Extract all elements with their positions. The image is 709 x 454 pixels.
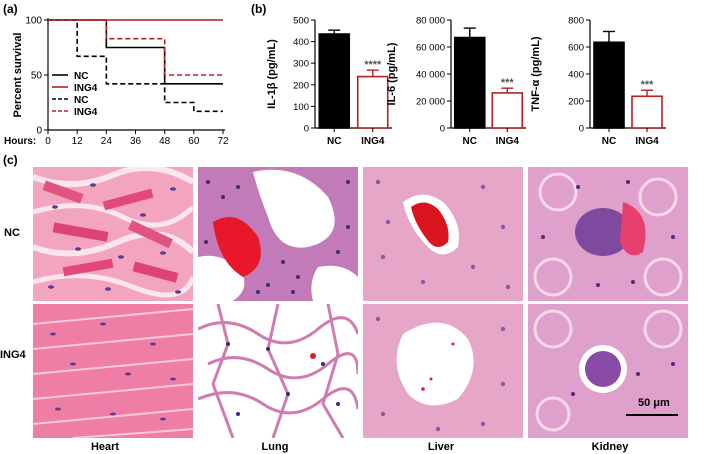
y-tick-label: 40 000 xyxy=(416,70,445,81)
y-tick-label: 50 xyxy=(31,71,43,82)
survival-series-line-2 xyxy=(48,19,223,113)
y-tick-label: 0 xyxy=(440,124,445,135)
x-tick-label: 60 xyxy=(188,136,200,147)
significance-marker: *** xyxy=(501,77,515,89)
x-tick-label: ING4 xyxy=(361,136,385,147)
y-tick-label: 500 xyxy=(293,16,309,27)
bar-ing4 xyxy=(631,95,663,129)
il6-bar-chart: 0 20 000 40 000 60 000 80 000 NC *** ING4 IL-6 (… xyxy=(386,16,526,147)
legend-label-3: ING4 xyxy=(74,107,98,118)
y-axis-label: IL-6 (pg/mL) xyxy=(386,42,398,105)
micrograph-nc-liver xyxy=(363,167,523,301)
y-tick-label: 300 xyxy=(293,59,309,70)
legend-label-2: NC xyxy=(74,95,88,106)
column-label-lung: Lung xyxy=(262,441,289,453)
bar-nc xyxy=(453,36,486,129)
survival-chart: 0 50 100 0 12 24 36 48 60 72 Hours: Percent surviva… xyxy=(4,16,229,148)
micrograph-ing4-kidney xyxy=(528,304,688,438)
y-tick-label: 20 000 xyxy=(416,97,445,108)
legend-label-0: NC xyxy=(74,71,88,82)
scale-bar xyxy=(626,414,678,416)
panel-label-c: (c) xyxy=(3,153,18,167)
column-label-heart: Heart xyxy=(91,441,119,453)
y-tick-label: 0 xyxy=(579,124,584,135)
significance-marker: **** xyxy=(364,59,382,71)
micrograph-nc-lung xyxy=(198,167,358,301)
x-tick-label: 72 xyxy=(217,136,229,147)
y-tick-label: 200 xyxy=(568,97,584,108)
micrograph-nc-heart xyxy=(33,167,193,301)
y-tick-label: 100 xyxy=(293,102,309,113)
il1b-bar-chart: 0 100 200 300 400 500 NC **** ING4 IL-1β (pg/mL) xyxy=(266,16,392,147)
significance-marker: *** xyxy=(641,79,655,91)
x-tick-label: NC xyxy=(463,136,477,147)
bar-ing4 xyxy=(356,75,389,129)
micrograph-ing4-liver xyxy=(363,304,523,438)
x-tick-label: 0 xyxy=(45,136,51,147)
y-tick-label: 60 000 xyxy=(416,43,445,54)
scale-bar-label: 50 μm xyxy=(638,397,670,409)
y-axis-label: TNF-α (pg/mL) xyxy=(530,36,542,112)
bar-nc xyxy=(593,41,625,129)
bar-nc xyxy=(318,33,351,129)
x-axis-label: Hours: xyxy=(4,136,36,147)
x-tick-label: NC xyxy=(602,136,616,147)
y-tick-label: 600 xyxy=(568,43,584,54)
y-axis-label: Percent survival xyxy=(12,33,24,118)
x-tick-label: 12 xyxy=(72,136,84,147)
column-label-liver: Liver xyxy=(428,441,455,453)
bar-ing4 xyxy=(491,92,524,129)
panel-label-a: (a) xyxy=(3,2,18,16)
y-tick-label: 80 000 xyxy=(416,16,445,27)
y-tick-label: 400 xyxy=(293,37,309,48)
x-tick-label: 36 xyxy=(130,136,142,147)
x-tick-label: 48 xyxy=(159,136,171,147)
tnfa-bar-chart: 0 200 400 600 800 NC *** ING4 TNF-α (pg/mL) xyxy=(530,16,666,147)
panel-label-b: (b) xyxy=(251,2,266,16)
y-tick-label: 100 xyxy=(25,16,42,27)
column-label-kidney: Kidney xyxy=(592,441,630,453)
y-tick-label: 800 xyxy=(568,16,584,27)
x-tick-label: ING4 xyxy=(496,136,520,147)
y-tick-label: 400 xyxy=(568,70,584,81)
row-label-nc: NC xyxy=(4,227,20,239)
y-axis-label: IL-1β (pg/mL) xyxy=(266,39,278,109)
x-tick-label: ING4 xyxy=(635,136,659,147)
micrograph-ing4-lung xyxy=(198,304,358,438)
y-tick-label: 0 xyxy=(304,124,309,135)
x-tick-label: 24 xyxy=(101,136,113,147)
y-tick-label: 200 xyxy=(293,80,309,91)
survival-series-line-3 xyxy=(48,19,223,76)
micrograph-nc-kidney xyxy=(528,167,688,301)
micrograph-ing4-heart xyxy=(33,304,193,438)
legend-label-1: ING4 xyxy=(74,83,98,94)
y-tick-label: 0 xyxy=(36,126,42,137)
x-tick-label: NC xyxy=(327,136,341,147)
row-label-ing4: ING4 xyxy=(0,349,27,361)
